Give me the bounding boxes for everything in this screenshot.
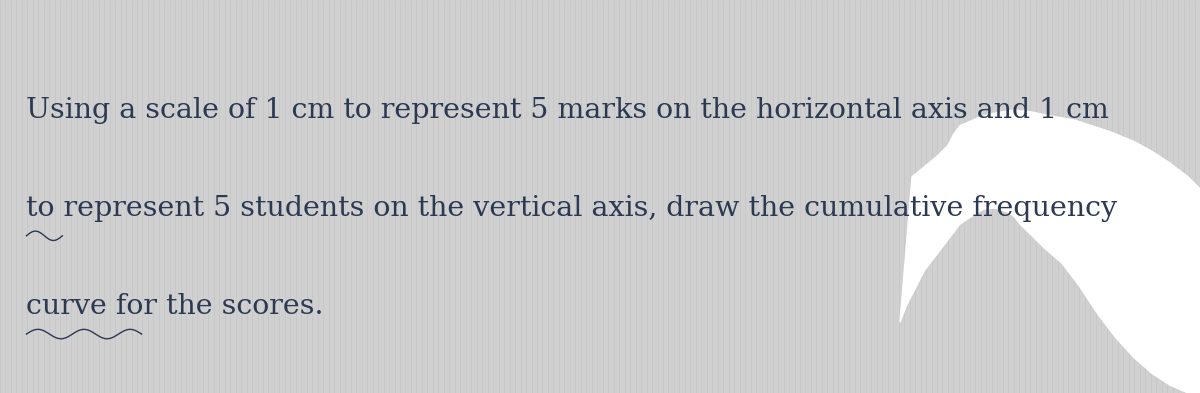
Text: to represent 5 students on the vertical axis, draw the cumulative frequency: to represent 5 students on the vertical … — [26, 195, 1117, 222]
Text: curve for the scores.: curve for the scores. — [26, 293, 324, 320]
Text: Using a scale of 1 cm to represent 5 marks on the horizontal axis and 1 cm: Using a scale of 1 cm to represent 5 mar… — [26, 97, 1109, 123]
Polygon shape — [900, 110, 1200, 393]
